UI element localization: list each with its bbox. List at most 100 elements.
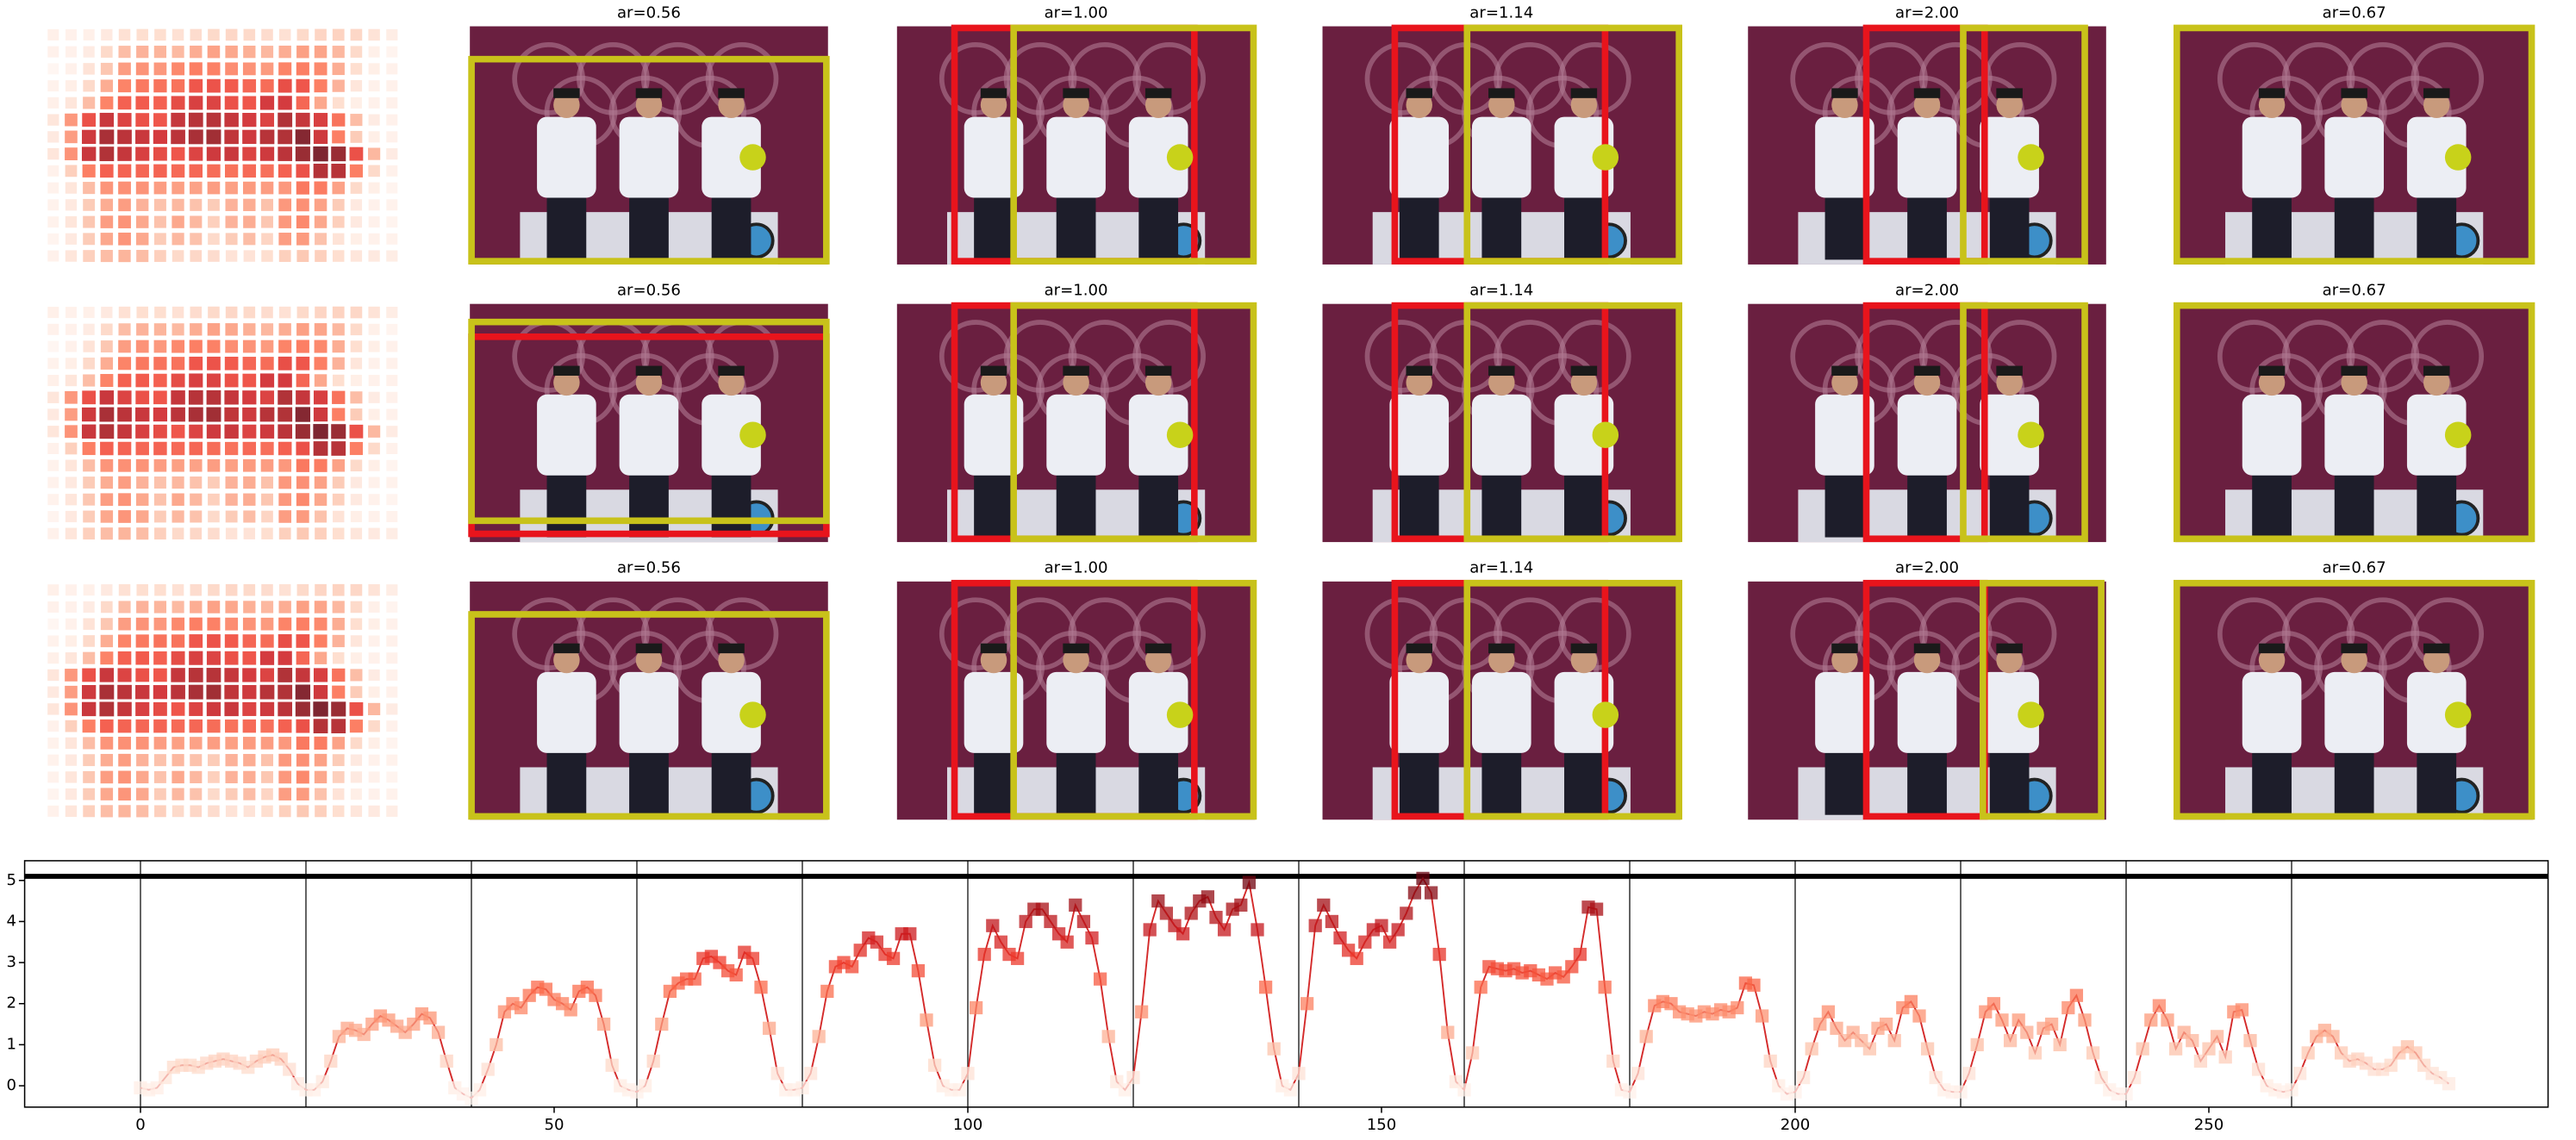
heatmap-cell xyxy=(350,754,363,766)
marker xyxy=(2202,1042,2216,1056)
highlight-dot xyxy=(1166,421,1194,448)
heatmap-cell xyxy=(47,216,59,228)
heatmap-cell xyxy=(65,805,78,818)
person-head xyxy=(1406,91,1432,118)
heatmap-cell xyxy=(225,601,238,614)
heatmap-cell xyxy=(65,80,78,92)
heatmap-cell xyxy=(172,46,184,59)
heatmap-cell xyxy=(153,46,167,59)
heatmap-cell xyxy=(243,215,256,228)
heatmap-cell xyxy=(368,391,380,403)
person-head xyxy=(1145,646,1172,674)
heatmap-cell xyxy=(118,232,131,246)
person-legs xyxy=(1989,470,2030,538)
heatmap-cell xyxy=(100,441,114,456)
person-head xyxy=(1996,91,2023,118)
heatmap-cell xyxy=(313,129,328,145)
heatmap-cell xyxy=(332,408,346,421)
heatmap-cell xyxy=(332,685,346,699)
heatmap-cell xyxy=(350,114,363,127)
heatmap-cell xyxy=(278,96,292,110)
x-tick-label: 150 xyxy=(1367,1116,1397,1134)
heatmap-cell xyxy=(65,408,78,421)
heatmap-cell xyxy=(368,459,380,471)
heatmap-cell xyxy=(47,182,59,194)
highlight-dot xyxy=(1166,701,1194,728)
heatmap-cell xyxy=(208,233,220,246)
heatmap-cell xyxy=(386,426,398,438)
person-head xyxy=(980,369,1007,396)
person-body xyxy=(1980,671,2039,753)
heatmap-cell xyxy=(172,198,184,211)
heatmap-cell xyxy=(386,131,398,143)
heatmap-cell xyxy=(65,46,77,58)
heatmap-cell xyxy=(206,96,221,110)
heatmap-cell xyxy=(118,306,131,319)
heatmap-cell xyxy=(278,233,291,246)
heatmap-cell xyxy=(83,198,96,211)
heatmap-cell xyxy=(332,130,346,144)
heatmap-cell xyxy=(332,181,345,195)
heatmap-cell xyxy=(135,146,150,161)
heatmap-cell xyxy=(296,493,309,507)
heatmap-cell xyxy=(99,684,115,700)
marker xyxy=(2044,1017,2059,1031)
heatmap-cell xyxy=(153,651,167,665)
heatmap-cell xyxy=(206,407,221,422)
heatmap-cell xyxy=(313,407,328,422)
heatmap-cell xyxy=(135,62,149,76)
heatmap-cell xyxy=(261,770,273,783)
heatmap-cell xyxy=(118,323,131,336)
marker xyxy=(274,1052,288,1066)
heatmap-cell xyxy=(153,441,167,456)
heatmap-cell xyxy=(332,634,345,648)
heatmap-cell xyxy=(368,80,380,92)
marker xyxy=(2193,1054,2208,1068)
photo xyxy=(1748,303,2106,543)
heatmap-cell xyxy=(368,527,380,539)
heatmap-cell xyxy=(208,28,220,41)
heatmap-cell xyxy=(386,199,398,211)
heatmap-cell xyxy=(386,720,398,732)
heatmap-cell xyxy=(100,737,114,750)
heatmap-cell xyxy=(47,80,59,92)
heatmap-cell xyxy=(315,306,327,319)
person-hair xyxy=(635,643,663,654)
heatmap-cell xyxy=(350,215,363,228)
heatmap-cell xyxy=(188,112,203,128)
highlight-dot xyxy=(1592,144,1619,171)
heatmap-cell xyxy=(386,737,398,749)
marker xyxy=(1085,931,1099,945)
heatmap-cell xyxy=(189,719,203,733)
heatmap-cell xyxy=(207,719,221,733)
person-legs xyxy=(1907,193,1947,260)
heatmap-cell xyxy=(47,340,59,352)
yellow-box xyxy=(1960,24,2088,265)
heatmap-cell xyxy=(278,323,291,336)
heatmap-cell xyxy=(207,617,221,631)
marker xyxy=(1879,1017,1893,1031)
heatmap-cell xyxy=(135,737,149,750)
heatmap-cell xyxy=(260,476,274,489)
heatmap-cell xyxy=(171,441,185,456)
heatmap-cell xyxy=(278,28,291,41)
heatmap-cell xyxy=(243,583,256,596)
marker xyxy=(1904,994,1918,1008)
heatmap-cell xyxy=(261,527,273,539)
person-head xyxy=(2341,646,2367,674)
heatmap-cell xyxy=(100,805,113,818)
person-legs xyxy=(1564,193,1604,260)
heatmap-cell xyxy=(225,306,238,319)
heatmap-cell xyxy=(314,357,327,371)
heatmap-cell xyxy=(136,250,149,263)
marker xyxy=(564,1003,577,1017)
heatmap-cell xyxy=(260,617,274,631)
heatmap-cell xyxy=(171,634,185,648)
heatmap-cell xyxy=(206,651,221,665)
person-head xyxy=(1145,91,1172,118)
heatmap-cell xyxy=(368,182,380,194)
photo xyxy=(470,581,828,820)
heatmap-cell xyxy=(118,357,132,371)
heatmap-cell xyxy=(83,233,96,246)
heatmap-cell xyxy=(83,788,96,800)
